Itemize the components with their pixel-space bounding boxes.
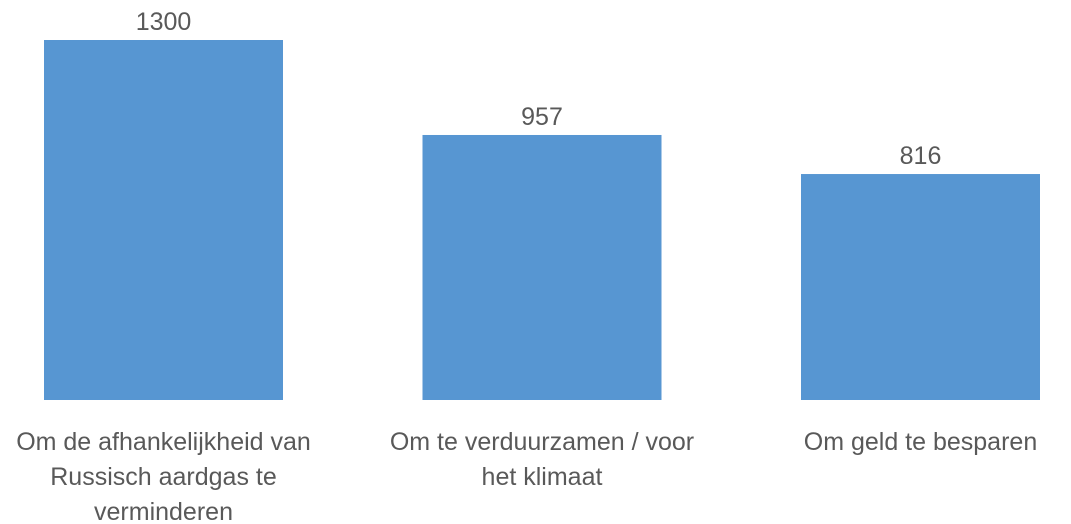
x-tick-label: Om de afhankelijkheid van Russisch aardg… bbox=[16, 428, 311, 524]
x-tick-label: Om te verduurzamen / voor het klimaat bbox=[389, 428, 695, 491]
bar bbox=[44, 40, 283, 400]
x-tick-label: Om geld te besparen bbox=[803, 428, 1038, 456]
data-label: 957 bbox=[521, 103, 563, 131]
bar bbox=[422, 134, 662, 400]
data-label: 1300 bbox=[136, 8, 192, 36]
data-label: 816 bbox=[900, 142, 942, 170]
bar bbox=[801, 174, 1040, 400]
